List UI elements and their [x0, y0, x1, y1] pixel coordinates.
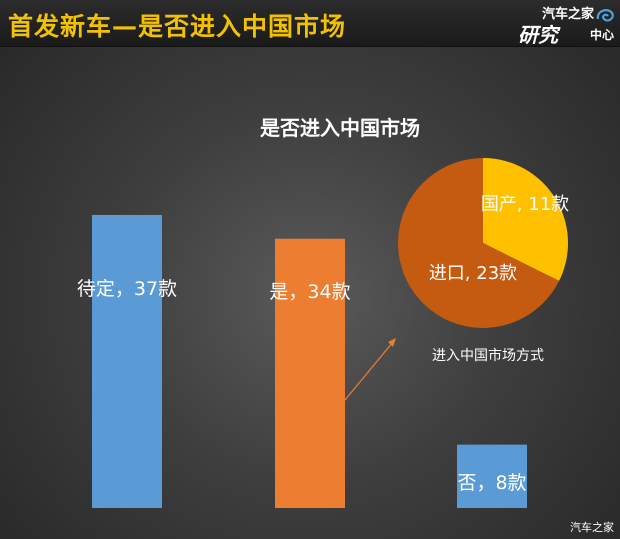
autohome-research-logo: 汽车之家 研究 中心 — [516, 3, 616, 47]
callout-arrowhead — [388, 338, 396, 347]
logo-brand-text: 汽车之家 — [541, 7, 594, 22]
header-bar: 首发新车—是否进入中国市场 汽车之家 研究 中心 — [0, 0, 620, 47]
pie-data-label-1: 国产, 11款 — [481, 194, 569, 215]
bar-1 — [92, 214, 162, 508]
logo-sub-text: 中心 — [589, 28, 614, 42]
page-title: 首发新车—是否进入中国市场 — [8, 12, 347, 41]
bar-3 — [457, 444, 527, 508]
bar-data-label-3: 否，8款 — [457, 472, 526, 494]
watermark: 汽车之家 — [570, 521, 614, 534]
pie-slice-2 — [397, 158, 560, 328]
logo-swirl-icon — [596, 9, 614, 22]
callout-arrow-line — [344, 341, 394, 401]
pie-slice-1 — [483, 158, 568, 281]
pie-data-label-2: 进口, 23款 — [429, 263, 517, 284]
bar-data-label-2: 是，34款 — [269, 281, 350, 303]
logo-main-text: 研究 — [518, 23, 558, 47]
bar-2 — [275, 238, 345, 508]
bar-data-label-1: 待定，37款 — [77, 278, 177, 300]
pie-chart-title: 进入中国市场方式 — [432, 347, 544, 364]
chart-title: 是否进入中国市场 — [260, 116, 420, 140]
